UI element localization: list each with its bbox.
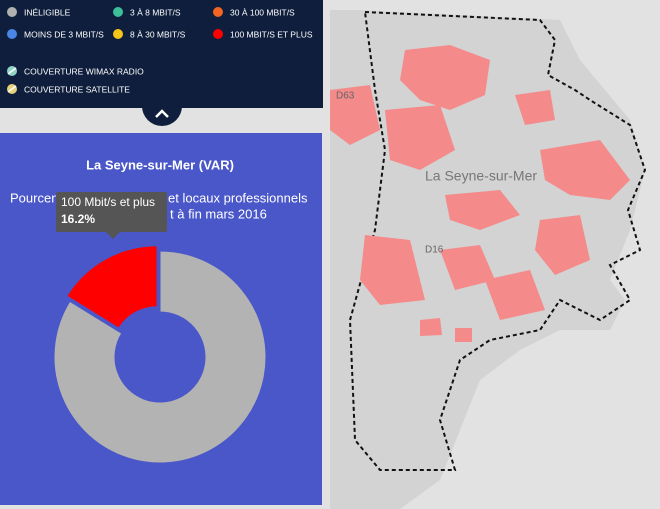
tooltip-box [56, 192, 167, 232]
info-panel: La Seyne-sur-Mer (VAR) Pourcen et locaux… [0, 133, 322, 505]
legend-swatch [7, 7, 17, 17]
collapse-toggle[interactable] [142, 104, 182, 128]
panel-title: La Seyne-sur-Mer (VAR) [86, 157, 234, 172]
legend-swatch [213, 29, 223, 39]
donut-slice [53, 250, 267, 464]
coverage-stripe [7, 67, 17, 75]
legend-swatch [7, 29, 17, 39]
legend-label: MOINS DE 3 MBIT/S [24, 29, 104, 39]
tooltip-pointer [106, 232, 120, 239]
legend-swatch [113, 7, 123, 17]
legend-svg: INÉLIGIBLE 3 À 8 MBIT/S 30 À 100 MBIT/S MOI… [7, 7, 313, 94]
coverage-stripe [7, 85, 17, 93]
commune-boundary [348, 10, 647, 471]
subtitle: Pourcen [10, 190, 58, 205]
donut-slice [66, 245, 158, 329]
tooltip-value: 16.2% [61, 212, 95, 226]
legend-label: 30 À 100 MBIT/S [230, 7, 295, 17]
legend: INÉLIGIBLE 3 À 8 MBIT/S 30 À 100 MBIT/S MOI… [0, 0, 323, 108]
legend-swatch [113, 29, 123, 39]
legend-label: INÉLIGIBLE [24, 7, 71, 17]
fiber-zones [330, 45, 630, 342]
legend-label: 100 MBIT/S ET PLUS [230, 29, 313, 39]
tooltip: 100 Mbit/s et plus 16.2% [56, 192, 167, 239]
coverage-label: COUVERTURE WIMAX RADIO [24, 66, 144, 76]
map-label: D63 [336, 91, 355, 102]
map-label: D16 [425, 245, 444, 256]
legend-label: 3 À 8 MBIT/S [130, 7, 181, 17]
tooltip-name: 100 Mbit/s et plus [61, 195, 155, 209]
coverage-label: COUVERTURE SATELLITE [24, 84, 130, 94]
map-label: La Seyne-sur-Mer [425, 168, 537, 184]
chart: La Seyne-sur-Mer (VAR) Pourcen et locaux… [10, 157, 308, 464]
subtitle: et locaux professionnels [168, 190, 308, 205]
legend-label: 8 À 30 MBIT/S [130, 29, 186, 39]
legend-swatch [213, 7, 223, 17]
subtitle: t à fin mars 2016 [170, 206, 267, 221]
